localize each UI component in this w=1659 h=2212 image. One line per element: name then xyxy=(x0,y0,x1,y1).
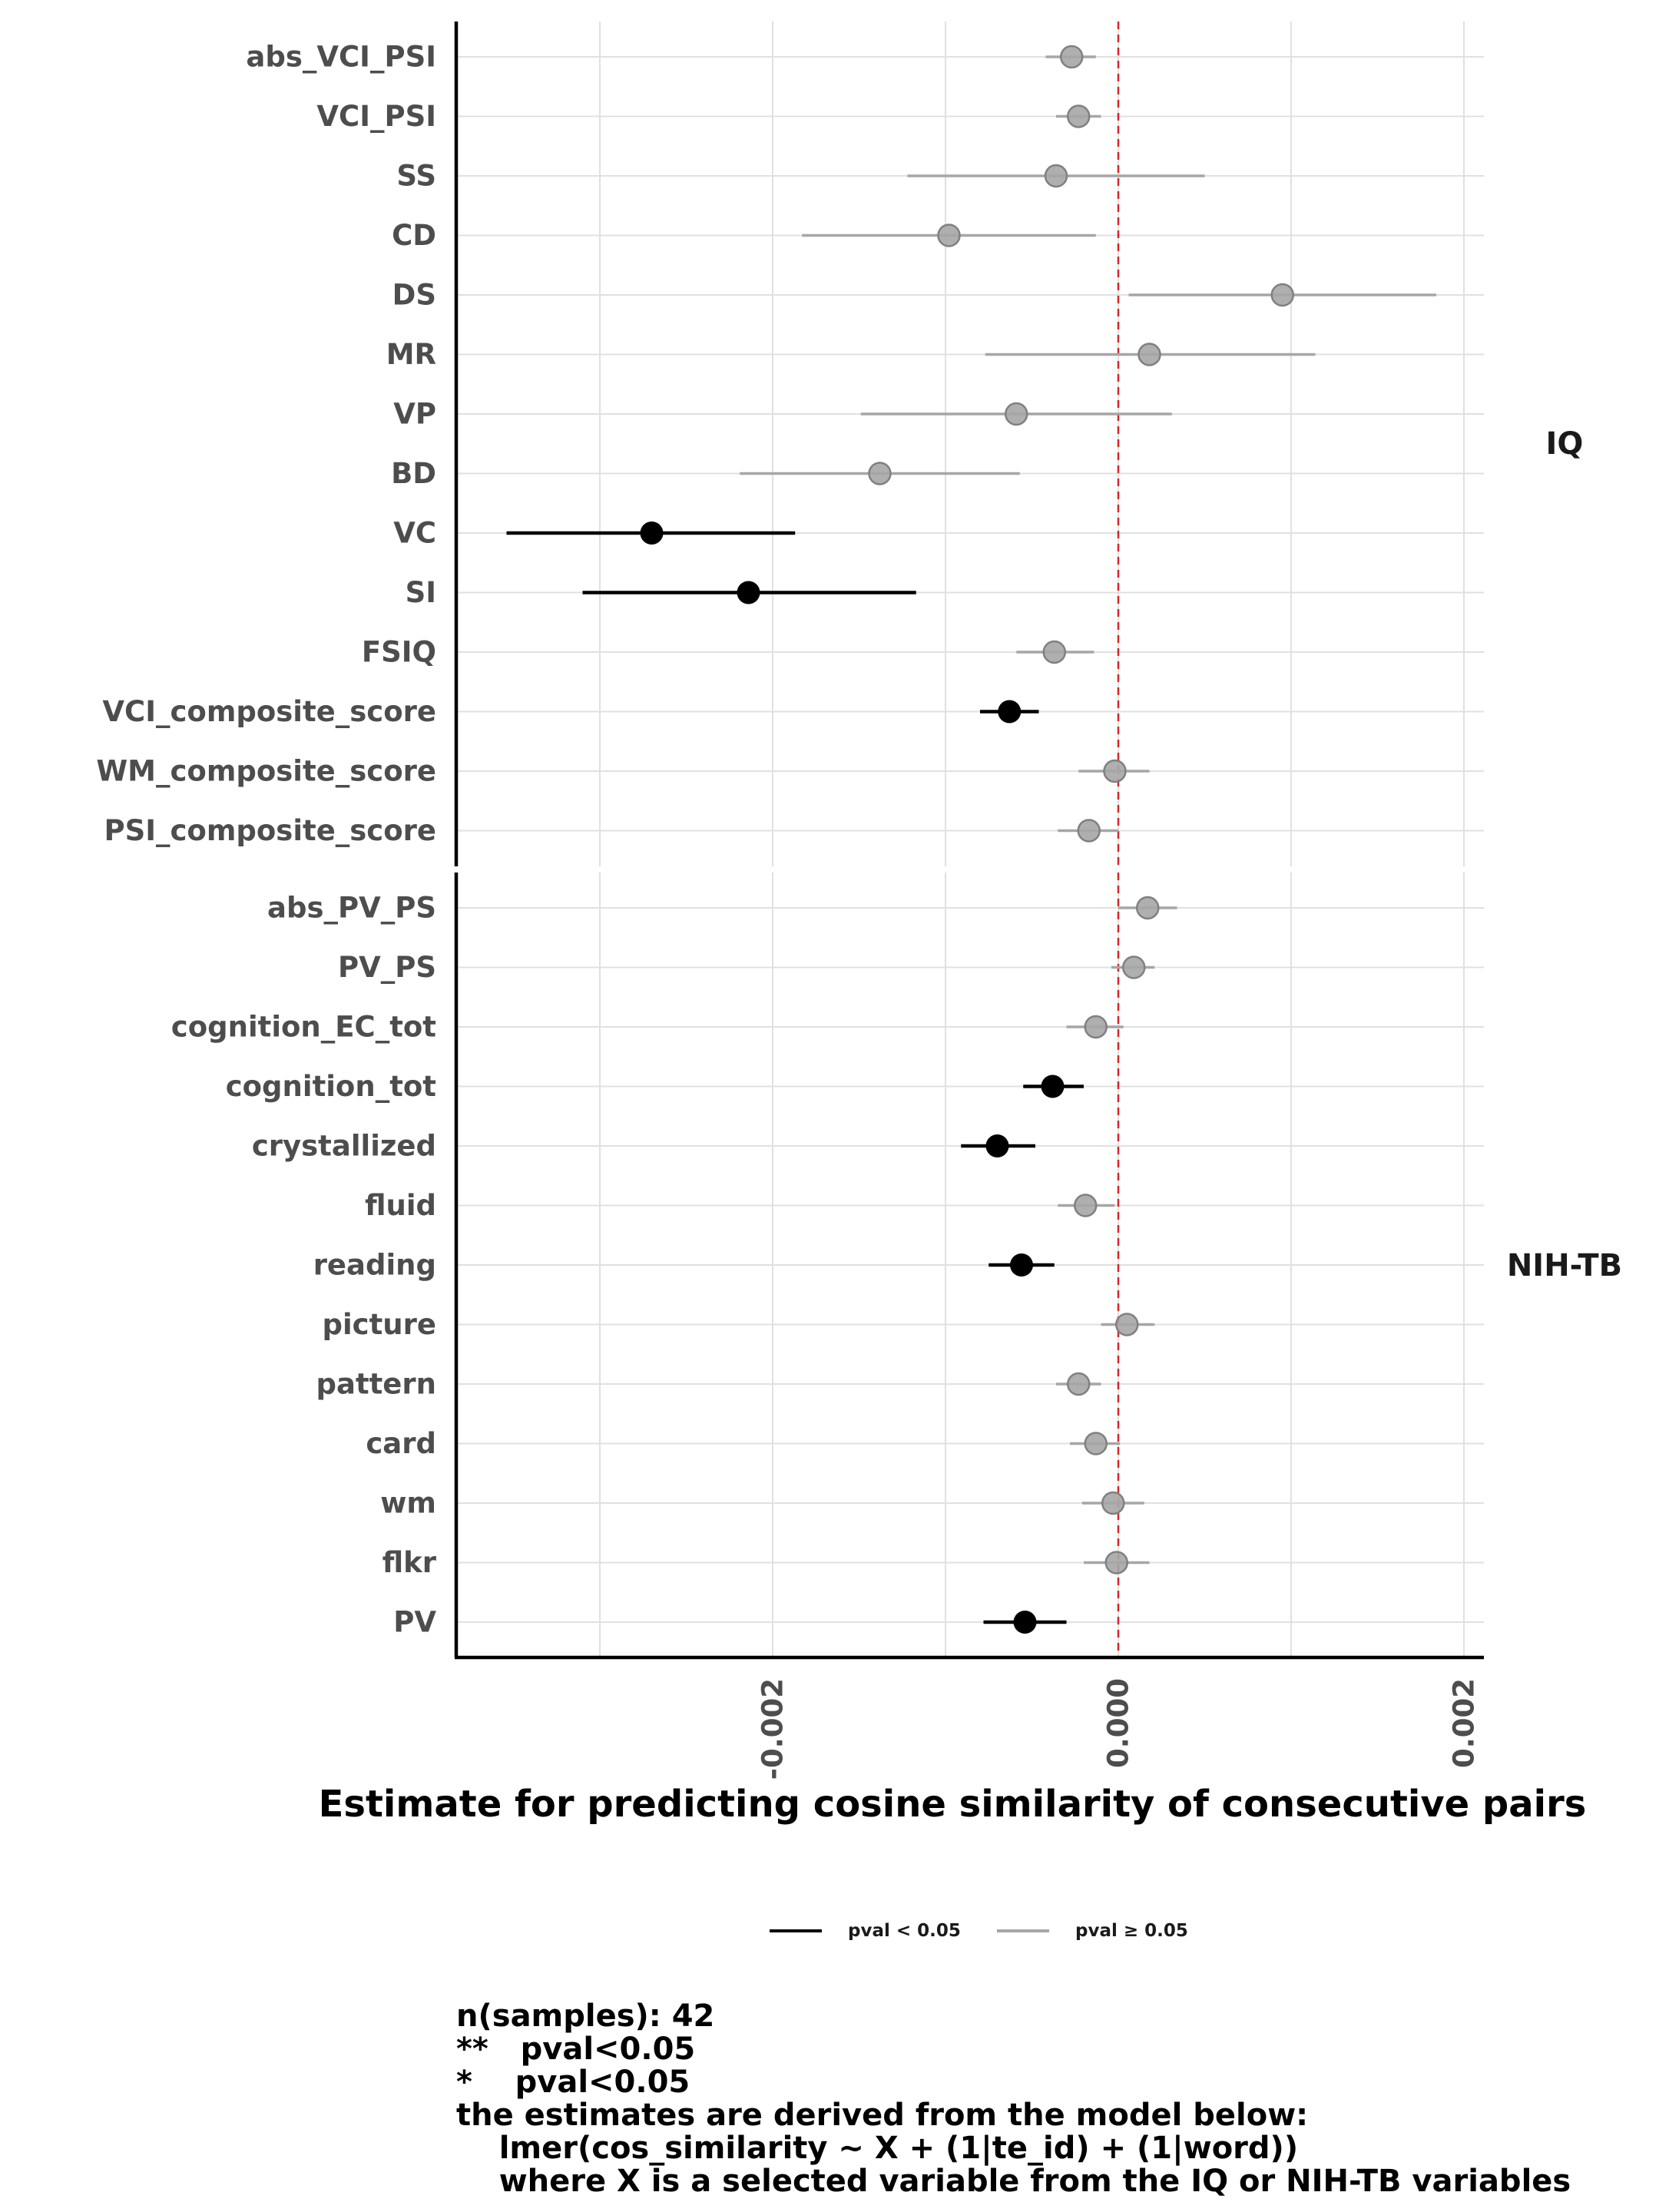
row-label: MR xyxy=(386,338,436,371)
grid-lines xyxy=(456,22,1484,1657)
estimate-point xyxy=(1137,343,1161,366)
row-label: VCI_composite_score xyxy=(102,695,436,728)
estimate-marks xyxy=(506,45,1436,1634)
row-label: SS xyxy=(396,160,436,193)
row-label: BD xyxy=(391,457,436,490)
estimate-point xyxy=(1077,819,1101,843)
estimate-point xyxy=(1042,640,1066,664)
row-label: cognition_EC_tot xyxy=(171,1011,436,1044)
row-label: VP xyxy=(393,398,436,431)
row-label: crystallized xyxy=(252,1130,436,1163)
row-label: FSIQ xyxy=(362,636,436,669)
row-label: abs_VCI_PSI xyxy=(246,41,436,74)
panel-label: NIH-TB xyxy=(1507,1248,1622,1283)
row-label: pattern xyxy=(316,1368,436,1401)
estimate-point xyxy=(937,224,961,247)
row-label: SI xyxy=(406,576,436,609)
row-label: abs_PV_PS xyxy=(267,892,436,925)
row-label: VCI_PSI xyxy=(316,100,436,133)
estimate-point xyxy=(640,522,664,545)
estimate-point xyxy=(1041,1075,1065,1098)
legend-label: pval ≥ 0.05 xyxy=(1075,1921,1188,1941)
caption-line: the estimates are derived from the model… xyxy=(456,2098,1309,2133)
x-axis-title: Estimate for predicting cosine similarit… xyxy=(319,1783,1587,1826)
estimate-point xyxy=(1010,1253,1033,1277)
x-tick-label: -0.002 xyxy=(757,1678,790,1780)
estimate-point xyxy=(1136,896,1160,920)
caption-line: where X is a selected variable from the … xyxy=(456,2164,1571,2199)
row-label: PSI_composite_score xyxy=(104,814,436,847)
estimate-point xyxy=(1067,1372,1091,1396)
row-label: fluid xyxy=(365,1189,436,1222)
estimate-point xyxy=(1044,164,1068,188)
estimate-point xyxy=(985,1134,1009,1157)
estimate-point xyxy=(1013,1611,1037,1634)
estimate-point xyxy=(998,700,1022,724)
row-label: picture xyxy=(323,1308,436,1341)
row-label: card xyxy=(366,1427,436,1460)
estimate-point xyxy=(1115,1313,1139,1336)
row-label: wm xyxy=(380,1487,436,1520)
x-tick-labels: -0.002 0.000 0.002 xyxy=(757,1678,1481,1780)
estimate-point xyxy=(1060,45,1084,69)
row-labels: abs_VCI_PSI VCI_PSI SS CD DS MR VP BD VC SI FSIQ VC… xyxy=(96,41,436,1639)
caption-line: * pval<0.05 xyxy=(456,2065,690,2100)
x-tick-label: 0.002 xyxy=(1448,1678,1481,1768)
panel-label: IQ xyxy=(1546,426,1584,462)
estimate-point xyxy=(1270,283,1294,307)
row-label: cognition_tot xyxy=(226,1070,436,1103)
estimate-point xyxy=(1074,1194,1098,1217)
caption-line: lmer(cos_similarity ~ X + (1|te_id) + (1… xyxy=(456,2131,1299,2166)
row-label: PV_PS xyxy=(338,951,436,984)
panel-strip-labels: IQ NIH-TB xyxy=(1507,426,1622,1283)
row-label: flkr xyxy=(382,1546,437,1579)
row-label: WM_composite_score xyxy=(96,755,436,788)
x-tick-label: 0.000 xyxy=(1102,1678,1135,1768)
estimate-point xyxy=(1084,1015,1108,1039)
estimate-point xyxy=(1104,1551,1128,1575)
legend-label: pval < 0.05 xyxy=(848,1921,961,1941)
estimate-point xyxy=(1122,955,1146,979)
row-label: DS xyxy=(392,279,436,312)
legend: pval < 0.05 pval ≥ 0.05 xyxy=(770,1921,1188,1941)
model-caption: n(samples): 42 ** pval<0.05 * pval<0.05 the… xyxy=(456,2000,1571,2198)
estimate-point xyxy=(1101,1491,1125,1515)
estimate-point xyxy=(1103,759,1127,783)
row-label: CD xyxy=(392,219,436,252)
estimate-point xyxy=(868,462,892,485)
estimate-point xyxy=(1084,1432,1108,1455)
estimate-point xyxy=(1067,104,1091,128)
axes xyxy=(454,22,1484,1660)
estimate-point xyxy=(1005,402,1028,426)
caption-line: ** pval<0.05 xyxy=(456,2032,696,2067)
row-label: VC xyxy=(393,517,436,550)
estimate-point xyxy=(737,581,760,604)
row-label: reading xyxy=(313,1249,436,1282)
row-label: PV xyxy=(393,1606,436,1639)
caption-line: n(samples): 42 xyxy=(456,1998,715,2034)
